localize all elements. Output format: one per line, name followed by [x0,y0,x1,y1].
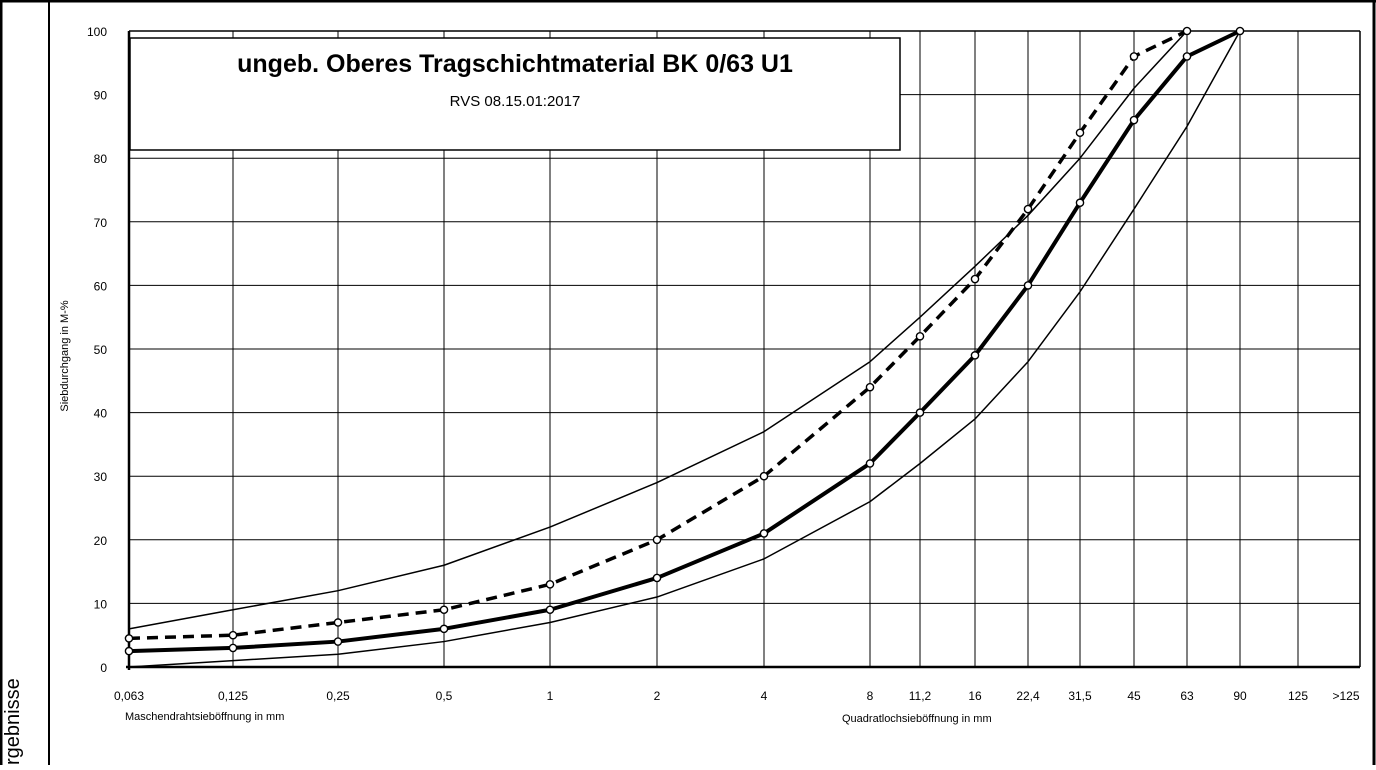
x-tick-label: 16 [968,689,982,703]
x-tick-label: 2 [654,689,661,703]
axes [126,30,1361,670]
y-tick-label: 10 [94,597,108,611]
x-tick-label: 4 [761,689,768,703]
data-point [439,605,449,615]
title-box [129,37,901,151]
x-tick-label: 11,2 [909,689,932,703]
data-point [333,637,343,646]
data-point [865,382,875,392]
data-point [1182,52,1192,61]
data-point [124,646,134,656]
data-point [1023,204,1033,214]
data-point [759,529,769,538]
data-point [759,471,769,481]
y-tick-label: 30 [94,470,108,484]
x-tick-label: 0,5 [436,689,453,703]
x-tick-label: 0,25 [326,689,350,703]
data-point [228,643,238,653]
data-point [652,573,662,583]
data-point [865,459,875,468]
x-tick-label: 0,063 [114,689,144,703]
y-tick-label: 90 [94,89,108,103]
data-point [333,618,343,627]
x-tick-label: 22,4 [1016,689,1040,703]
data-point [1023,281,1033,290]
y-tick-label: 80 [94,152,108,166]
x-axis-label-left: Maschendrahtsieböffnung in mm [125,711,284,723]
series-group [124,26,1245,668]
data-point [1182,26,1192,36]
data-point [1129,52,1139,61]
data-point [1075,128,1085,138]
x-axis-label-right: Quadratlochsieböffnung in mm [842,713,992,725]
data-point [915,331,925,341]
y-tick-label: 0 [100,661,107,675]
data-point [652,535,662,545]
series-line-thin-1 [128,30,1241,668]
x-tick-label: 90 [1233,689,1247,703]
x-tick-label: 45 [1127,689,1141,703]
data-point [1129,115,1139,125]
series-line-thin-0 [128,30,1188,630]
y-tick-label: 50 [94,343,108,357]
data-point [439,624,449,634]
y-tick-label: 20 [94,534,108,548]
data-point [970,274,980,284]
x-tick-label: 8 [867,689,874,703]
x-tick-label: >125 [1332,689,1359,703]
y-tick-label: 100 [87,25,107,39]
y-tick-label: 70 [94,216,108,230]
chart-subtitle: RVS 08.15.01:2017 [450,93,581,110]
tick-labels: 0 10 20 30 40 50 60 70 80 90 100 0,063 0,125 0,25 0,5 1… [87,25,1360,703]
data-point [1235,26,1245,36]
data-point [915,408,925,417]
data-point [545,580,555,589]
data-point [1075,198,1085,208]
x-tick-label: 63 [1180,689,1194,703]
data-point [228,630,238,640]
data-point [124,634,134,643]
data-point [970,351,980,360]
x-tick-label: 125 [1288,689,1308,703]
side-section-label: rgebnisse [2,678,24,765]
series-line-dashed-3 [128,29,1188,641]
chart-title: ungeb. Oberes Tragschichtmaterial BK 0/6… [237,50,793,78]
y-tick-label: 40 [94,407,108,421]
x-tick-label: 31,5 [1068,689,1092,703]
x-tick-label: 0,125 [218,689,248,703]
y-axis-label: Siebdurchgang in M-% [59,300,71,412]
x-tick-label: 1 [547,689,554,703]
data-point [545,605,555,615]
y-tick-label: 60 [94,279,108,293]
